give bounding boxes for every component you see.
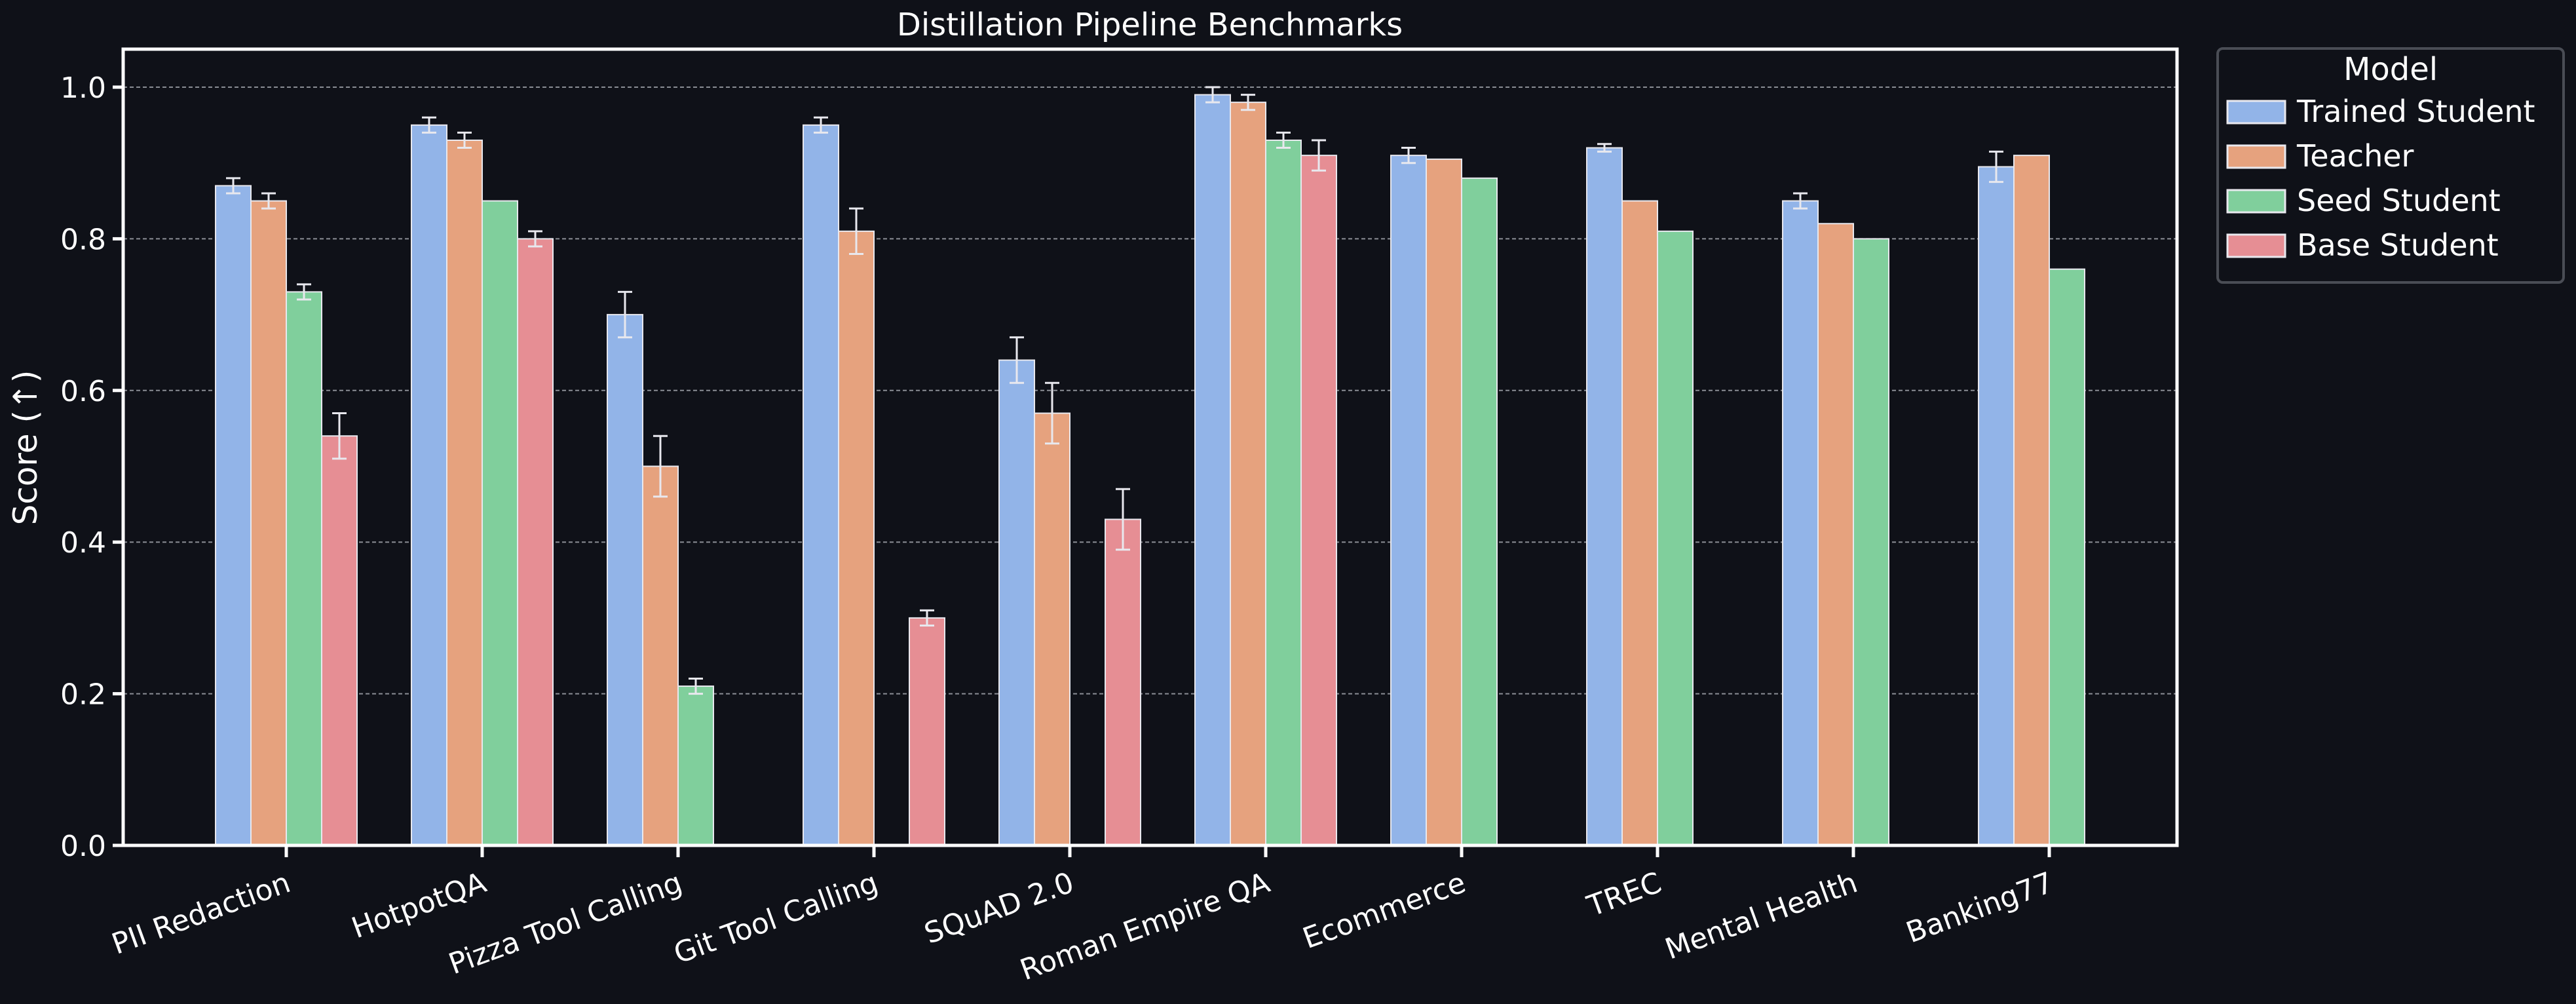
bar-teacher xyxy=(1426,158,1462,846)
bar-teacher xyxy=(2013,155,2050,846)
legend-title: Model xyxy=(2343,51,2438,88)
error-bar xyxy=(226,177,240,195)
bar-base-student xyxy=(517,238,554,846)
bar-base-student xyxy=(1105,518,1141,846)
error-bars xyxy=(226,86,2003,695)
bar-teacher xyxy=(446,139,483,847)
error-bar xyxy=(261,192,276,210)
y-tick-label: 0.2 xyxy=(60,678,106,712)
plot-frame xyxy=(121,47,2179,847)
error-bar xyxy=(332,412,347,460)
bar-teacher xyxy=(642,465,679,846)
bar-teacher xyxy=(838,230,875,846)
error-bar xyxy=(1597,143,1612,153)
bar-teacher xyxy=(1034,412,1070,846)
error-bar xyxy=(422,116,436,134)
bar-seed-student xyxy=(1853,238,1889,846)
error-bar xyxy=(528,230,542,248)
bar-base-student xyxy=(1300,155,1337,846)
bar-base-student xyxy=(321,435,358,846)
bar-seed-student xyxy=(1265,139,1302,847)
y-tick-label: 0.8 xyxy=(60,223,106,256)
bar-trained-student xyxy=(998,359,1035,846)
error-bar xyxy=(920,609,934,627)
error-bar xyxy=(1010,336,1024,384)
y-tick-label: 1.0 xyxy=(60,71,106,105)
legend: Model Trained Student Teacher Seed Student… xyxy=(2216,47,2565,284)
legend-label: Base Student xyxy=(2297,227,2499,263)
bar-teacher xyxy=(1817,223,1854,846)
bar-trained-student xyxy=(1390,155,1427,846)
bar-seed-student xyxy=(1657,230,1694,846)
bar-seed-student xyxy=(2049,268,2085,846)
error-bar xyxy=(457,131,472,149)
legend-swatch xyxy=(2226,144,2286,169)
error-bar xyxy=(1312,139,1326,172)
error-bar xyxy=(1205,86,1220,104)
error-bar xyxy=(653,434,668,498)
bar-trained-student xyxy=(803,124,839,847)
bar-seed-student xyxy=(677,685,714,847)
y-tick-label: 0.0 xyxy=(60,830,106,863)
legend-swatch xyxy=(2226,100,2286,125)
bar-trained-student xyxy=(1586,147,1623,846)
legend-box xyxy=(2216,47,2565,284)
error-bar xyxy=(618,290,632,339)
bar-seed-student xyxy=(286,291,322,846)
bar-trained-student xyxy=(1782,200,1819,846)
error-bar xyxy=(849,207,863,256)
bar-seed-student xyxy=(482,200,518,846)
y-tick-label: 0.6 xyxy=(60,375,106,408)
y-axis-label: Score (↑) xyxy=(7,370,45,526)
y-ticks: 0.0 0.2 0.4 0.6 0.8 1.0 xyxy=(60,71,123,863)
legend-label: Seed Student xyxy=(2297,183,2501,218)
error-bar xyxy=(1045,381,1059,445)
bar-trained-student xyxy=(215,185,252,847)
legend-swatch xyxy=(2226,189,2286,214)
legend-label: Teacher xyxy=(2296,138,2414,174)
error-bar xyxy=(1241,94,1255,111)
error-bar xyxy=(1989,150,2003,183)
legend-label: Trained Student xyxy=(2296,94,2535,129)
y-tick-label: 0.4 xyxy=(60,526,106,560)
error-bar xyxy=(1116,488,1130,551)
legend-swatch xyxy=(2226,233,2286,258)
bar-trained-student xyxy=(1978,166,2015,847)
bar-trained-student xyxy=(607,314,643,847)
bar-trained-student xyxy=(411,124,447,847)
error-bar xyxy=(1793,192,1808,210)
chart-title: Distillation Pipeline Benchmarks xyxy=(897,7,1403,43)
bar-teacher xyxy=(250,200,287,846)
bar-trained-student xyxy=(1194,94,1231,847)
bar-teacher xyxy=(1230,102,1266,846)
error-bar xyxy=(297,283,311,301)
bar-seed-student xyxy=(1461,177,1498,846)
error-bar xyxy=(1276,131,1291,149)
bars xyxy=(215,94,2085,847)
bar-base-student xyxy=(909,617,945,847)
error-bar xyxy=(1401,147,1416,164)
error-bar xyxy=(689,677,703,695)
error-bar xyxy=(814,116,828,134)
bar-teacher xyxy=(1621,200,1658,846)
